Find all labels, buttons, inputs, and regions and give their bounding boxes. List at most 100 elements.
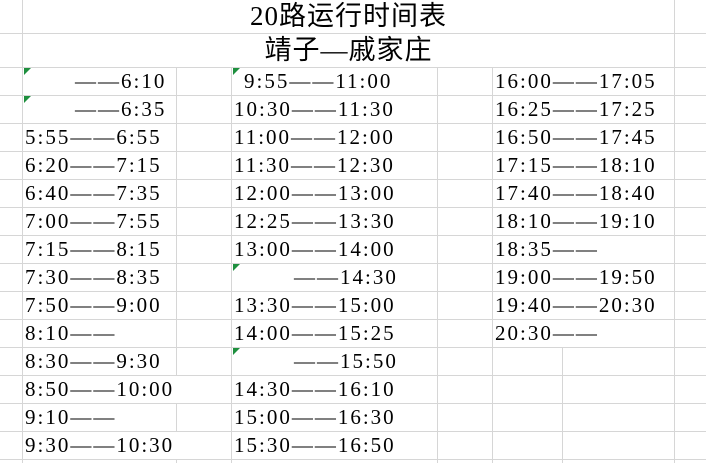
schedule-cell-departures-3[interactable]: 18:10——19:10 xyxy=(493,208,675,235)
schedule-empty-cell[interactable] xyxy=(675,34,706,67)
schedule-empty-cell[interactable] xyxy=(177,292,232,319)
schedule-empty-cell[interactable] xyxy=(438,376,493,403)
schedule-empty-cell[interactable] xyxy=(177,460,232,463)
schedule-cell-departures-1[interactable]: 5:55——6:55 xyxy=(23,124,177,151)
schedule-cell-departures-2[interactable]: 12:25——13:30 xyxy=(232,208,438,235)
schedule-cell-departures-2[interactable]: ——14:30 xyxy=(232,264,438,291)
schedule-empty-cell[interactable] xyxy=(177,68,232,95)
schedule-empty-cell[interactable] xyxy=(675,152,706,179)
schedule-cell-departures-1[interactable]: 7:50——9:00 xyxy=(23,292,177,319)
schedule-empty-cell[interactable] xyxy=(675,124,706,151)
schedule-empty-cell[interactable] xyxy=(0,96,23,123)
schedule-cell-departures-1[interactable]: 7:00——7:55 xyxy=(23,208,177,235)
schedule-empty-cell[interactable] xyxy=(0,236,23,263)
schedule-empty-cell[interactable] xyxy=(177,96,232,123)
schedule-cell-departures-1[interactable]: ——6:10 xyxy=(23,68,177,95)
schedule-empty-cell[interactable] xyxy=(0,376,23,403)
schedule-cell-departures-2[interactable]: 14:30——16:10 xyxy=(232,376,438,403)
schedule-empty-cell[interactable] xyxy=(438,292,493,319)
schedule-cell-departures-3[interactable]: 18:35—— xyxy=(493,236,675,263)
schedule-empty-cell[interactable] xyxy=(675,404,706,431)
schedule-cell-departures-2[interactable]: 10:30——11:30 xyxy=(232,96,438,123)
schedule-empty-cell[interactable] xyxy=(675,348,706,375)
schedule-empty-cell[interactable] xyxy=(563,432,675,459)
schedule-cell-departures-1[interactable]: 9:10—— xyxy=(23,404,177,431)
schedule-empty-cell[interactable] xyxy=(675,264,706,291)
schedule-empty-cell[interactable] xyxy=(675,236,706,263)
schedule-empty-cell[interactable] xyxy=(675,292,706,319)
schedule-empty-cell[interactable] xyxy=(675,376,706,403)
schedule-cell-departures-2[interactable]: ——15:50 xyxy=(232,348,438,375)
schedule-empty-cell[interactable] xyxy=(438,264,493,291)
schedule-cell-departures-3[interactable]: 20:30—— xyxy=(493,320,675,347)
schedule-cell-departures-3[interactable]: 16:00——17:05 xyxy=(493,68,675,95)
schedule-empty-cell[interactable] xyxy=(493,376,563,403)
schedule-empty-cell[interactable] xyxy=(0,264,23,291)
schedule-empty-cell[interactable] xyxy=(232,460,438,463)
schedule-empty-cell[interactable] xyxy=(438,180,493,207)
schedule-empty-cell[interactable] xyxy=(675,180,706,207)
schedule-empty-cell[interactable] xyxy=(0,68,23,95)
schedule-cell-departures-3[interactable]: 16:50——17:45 xyxy=(493,124,675,151)
schedule-empty-cell[interactable] xyxy=(438,152,493,179)
schedule-empty-cell[interactable] xyxy=(177,264,232,291)
schedule-cell-departures-3[interactable]: 19:00——19:50 xyxy=(493,264,675,291)
schedule-cell-departures-1[interactable]: 9:30——10:30 xyxy=(23,432,232,459)
route-subtitle-cell[interactable]: 靖子—戚家庄 xyxy=(23,34,675,67)
schedule-empty-cell[interactable] xyxy=(177,404,232,431)
schedule-empty-cell[interactable] xyxy=(177,180,232,207)
schedule-empty-cell[interactable] xyxy=(0,320,23,347)
schedule-empty-cell[interactable] xyxy=(177,208,232,235)
schedule-empty-cell[interactable] xyxy=(0,404,23,431)
schedule-cell-departures-3[interactable]: 17:15——18:10 xyxy=(493,152,675,179)
schedule-cell-departures-1[interactable]: 7:15——8:15 xyxy=(23,236,177,263)
schedule-empty-cell[interactable] xyxy=(493,348,563,375)
schedule-cell-departures-2[interactable]: 15:00——16:30 xyxy=(232,404,438,431)
schedule-empty-cell[interactable] xyxy=(563,404,675,431)
schedule-empty-cell[interactable] xyxy=(0,460,23,463)
schedule-empty-cell[interactable] xyxy=(177,124,232,151)
schedule-empty-cell[interactable] xyxy=(438,96,493,123)
schedule-empty-cell[interactable] xyxy=(675,96,706,123)
schedule-cell-departures-1[interactable]: 6:20——7:15 xyxy=(23,152,177,179)
schedule-empty-cell[interactable] xyxy=(675,0,706,33)
schedule-empty-cell[interactable] xyxy=(0,292,23,319)
schedule-empty-cell[interactable] xyxy=(675,432,706,459)
schedule-empty-cell[interactable] xyxy=(23,460,177,463)
schedule-empty-cell[interactable] xyxy=(675,320,706,347)
schedule-cell-departures-2[interactable]: 13:30——15:00 xyxy=(232,292,438,319)
schedule-empty-cell[interactable] xyxy=(0,34,23,67)
schedule-empty-cell[interactable] xyxy=(438,124,493,151)
schedule-empty-cell[interactable] xyxy=(177,236,232,263)
schedule-empty-cell[interactable] xyxy=(493,432,563,459)
schedule-empty-cell[interactable] xyxy=(493,404,563,431)
schedule-empty-cell[interactable] xyxy=(675,208,706,235)
schedule-cell-departures-2[interactable]: 11:30——12:30 xyxy=(232,152,438,179)
schedule-empty-cell[interactable] xyxy=(438,236,493,263)
schedule-cell-departures-2[interactable]: 11:00——12:00 xyxy=(232,124,438,151)
schedule-empty-cell[interactable] xyxy=(563,460,675,463)
schedule-empty-cell[interactable] xyxy=(493,460,563,463)
schedule-cell-departures-1[interactable]: 8:50——10:00 xyxy=(23,376,232,403)
schedule-empty-cell[interactable] xyxy=(438,68,493,95)
schedule-cell-departures-2[interactable]: 9:55——11:00 xyxy=(232,68,438,95)
schedule-cell-departures-1[interactable]: 8:10—— xyxy=(23,320,177,347)
schedule-empty-cell[interactable] xyxy=(0,348,23,375)
schedule-empty-cell[interactable] xyxy=(438,460,493,463)
schedule-cell-departures-2[interactable]: 12:00——13:00 xyxy=(232,180,438,207)
schedule-empty-cell[interactable] xyxy=(438,320,493,347)
schedule-empty-cell[interactable] xyxy=(438,432,493,459)
schedule-empty-cell[interactable] xyxy=(0,152,23,179)
schedule-empty-cell[interactable] xyxy=(438,404,493,431)
schedule-cell-departures-1[interactable]: 7:30——8:35 xyxy=(23,264,177,291)
schedule-empty-cell[interactable] xyxy=(0,124,23,151)
schedule-empty-cell[interactable] xyxy=(675,68,706,95)
schedule-empty-cell[interactable] xyxy=(0,432,23,459)
schedule-cell-departures-1[interactable]: 8:30——9:30 xyxy=(23,348,177,375)
schedule-cell-departures-1[interactable]: ——6:35 xyxy=(23,96,177,123)
schedule-cell-departures-2[interactable]: 13:00——14:00 xyxy=(232,236,438,263)
schedule-empty-cell[interactable] xyxy=(563,376,675,403)
schedule-cell-departures-3[interactable]: 16:25——17:25 xyxy=(493,96,675,123)
schedule-cell-departures-3[interactable]: 17:40——18:40 xyxy=(493,180,675,207)
schedule-empty-cell[interactable] xyxy=(0,208,23,235)
